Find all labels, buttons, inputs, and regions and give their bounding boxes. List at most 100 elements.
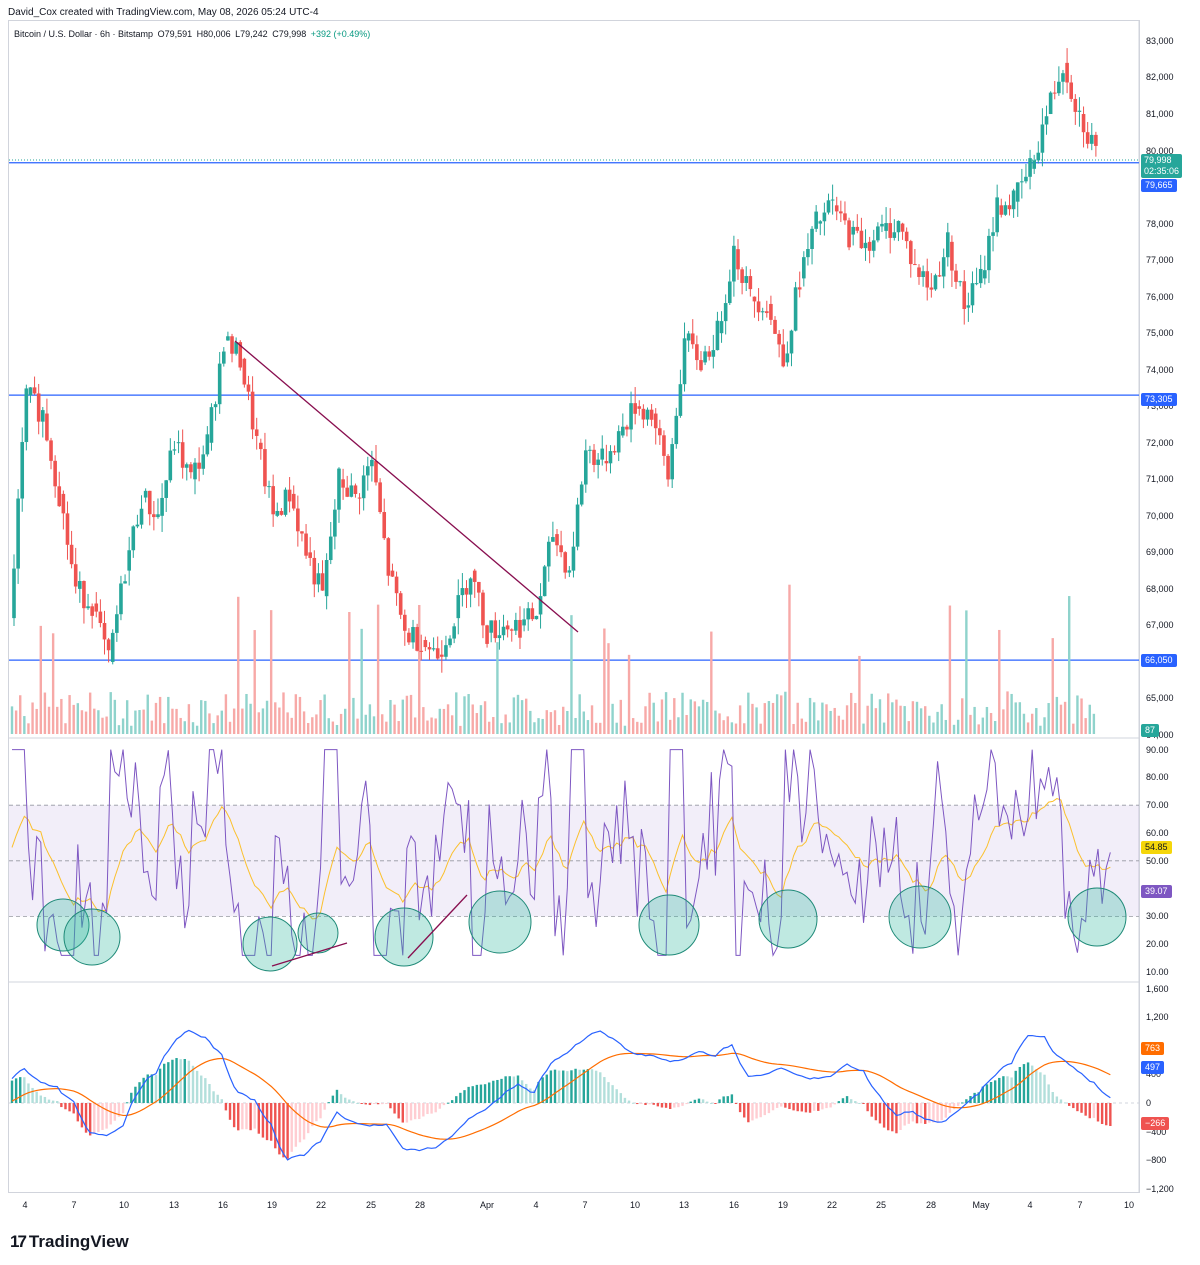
candle-body: [950, 241, 954, 271]
candle-body: [386, 538, 391, 576]
volume-bar: [899, 705, 902, 734]
candle-body: [534, 615, 539, 620]
candle-body: [1069, 82, 1074, 99]
macd-histogram-bar: [167, 1062, 170, 1103]
macd-histogram-bar: [965, 1099, 968, 1103]
volume-bar: [401, 699, 404, 734]
volume-bar: [652, 702, 655, 734]
macd-histogram-bar: [68, 1103, 71, 1112]
volume-bar: [668, 719, 672, 734]
macd-histogram-bar: [557, 1070, 561, 1103]
macd-histogram-bar: [862, 1103, 865, 1104]
macd-histogram-bar: [924, 1103, 927, 1124]
volume-bar: [989, 712, 993, 734]
volume-bar: [574, 717, 577, 734]
volume-bar: [747, 692, 750, 734]
macd-histogram-bar: [775, 1103, 779, 1108]
candle-body: [695, 344, 699, 361]
price-axis-tick-label: 77,000: [1146, 255, 1174, 266]
symbol-title[interactable]: Bitcoin / U.S. Dollar · 6h · Bitstamp: [14, 29, 154, 39]
volume-bar: [586, 720, 590, 734]
macd-histogram-bar: [545, 1074, 548, 1103]
candle-body: [797, 287, 802, 290]
candle-body: [390, 570, 395, 577]
candle-body: [715, 320, 720, 351]
volume-bar: [19, 695, 22, 734]
macd-histogram-bar: [1055, 1096, 1059, 1103]
volume-bar: [594, 722, 598, 734]
candle-body: [703, 351, 707, 363]
candle-body: [505, 625, 510, 630]
macd-histogram-bar: [858, 1102, 861, 1104]
volume-bar: [1006, 691, 1009, 734]
volume-bar: [339, 713, 343, 734]
candle-body: [666, 455, 670, 480]
macd-histogram-bar: [418, 1103, 421, 1120]
volume-bar: [792, 723, 795, 734]
macd-histogram-bar: [10, 1080, 14, 1103]
macd-histogram-bar: [195, 1070, 199, 1103]
candle-body: [810, 228, 814, 250]
macd-histogram-bar: [928, 1103, 931, 1123]
candle-body: [139, 508, 144, 525]
macd-histogram-bar: [1109, 1103, 1112, 1127]
volume-bar: [525, 698, 528, 734]
volume-bar: [689, 699, 692, 734]
oversold-circle-marker: [36, 898, 90, 952]
candle-body: [115, 614, 119, 633]
macd-histogram-bar: [1105, 1103, 1108, 1126]
date-axis-tick-label: 4: [22, 1200, 28, 1210]
macd-histogram-bar: [60, 1103, 63, 1108]
volume-bar: [455, 692, 458, 734]
candle-body: [748, 276, 753, 290]
macd-histogram-bar: [298, 1103, 302, 1143]
volume-bar: [200, 700, 203, 734]
signal-tag: 763: [1141, 1042, 1165, 1055]
oversold-circle-marker: [468, 890, 532, 954]
macd-histogram-bar: [590, 1069, 594, 1103]
candle-body: [394, 576, 399, 594]
volume-bar: [450, 715, 454, 734]
open-value: O79,591: [157, 29, 193, 39]
volume-bar: [306, 723, 310, 734]
volume-bar: [154, 702, 158, 734]
macd-histogram-bar: [706, 1101, 709, 1103]
macd-histogram-bar: [500, 1078, 503, 1103]
candle-body: [514, 619, 518, 631]
macd-line: [11, 1029, 1111, 1161]
candle-body: [279, 510, 284, 515]
candle-body: [374, 461, 378, 483]
macd-histogram-bar: [907, 1103, 910, 1124]
tradingview-logo[interactable]: 17 TradingView: [10, 1232, 129, 1251]
date-axis-tick-label: 25: [365, 1200, 377, 1210]
volume-bar: [767, 701, 771, 734]
volume-bar: [323, 694, 326, 734]
volume-bar: [549, 712, 553, 734]
macd-histogram-bar: [849, 1099, 853, 1103]
macd-histogram-bar: [261, 1103, 265, 1138]
volume-bar: [35, 708, 38, 734]
macd-histogram-bar: [652, 1103, 655, 1105]
candle-body: [904, 231, 909, 242]
volume-bar: [710, 631, 713, 734]
volume-bar: [249, 703, 252, 734]
candle-body: [978, 268, 983, 284]
candle-body: [867, 241, 872, 251]
candle-body: [287, 489, 292, 502]
tradingview-logo-icon: 17: [10, 1232, 27, 1251]
macd-histogram-bar: [566, 1071, 569, 1103]
candle-body: [884, 223, 888, 231]
volume-bar: [216, 715, 219, 734]
candle-body: [300, 531, 304, 534]
candle-body: [263, 449, 267, 487]
candle-body: [1077, 110, 1082, 112]
macd-histogram-bar: [88, 1103, 92, 1136]
candle-body: [793, 287, 798, 331]
volume-bar: [10, 706, 14, 734]
candle-body: [357, 497, 362, 499]
volume-bar: [422, 707, 425, 734]
macd-histogram-bar: [191, 1065, 195, 1103]
high-value: H80,006: [196, 29, 231, 39]
candle-body: [863, 242, 868, 249]
